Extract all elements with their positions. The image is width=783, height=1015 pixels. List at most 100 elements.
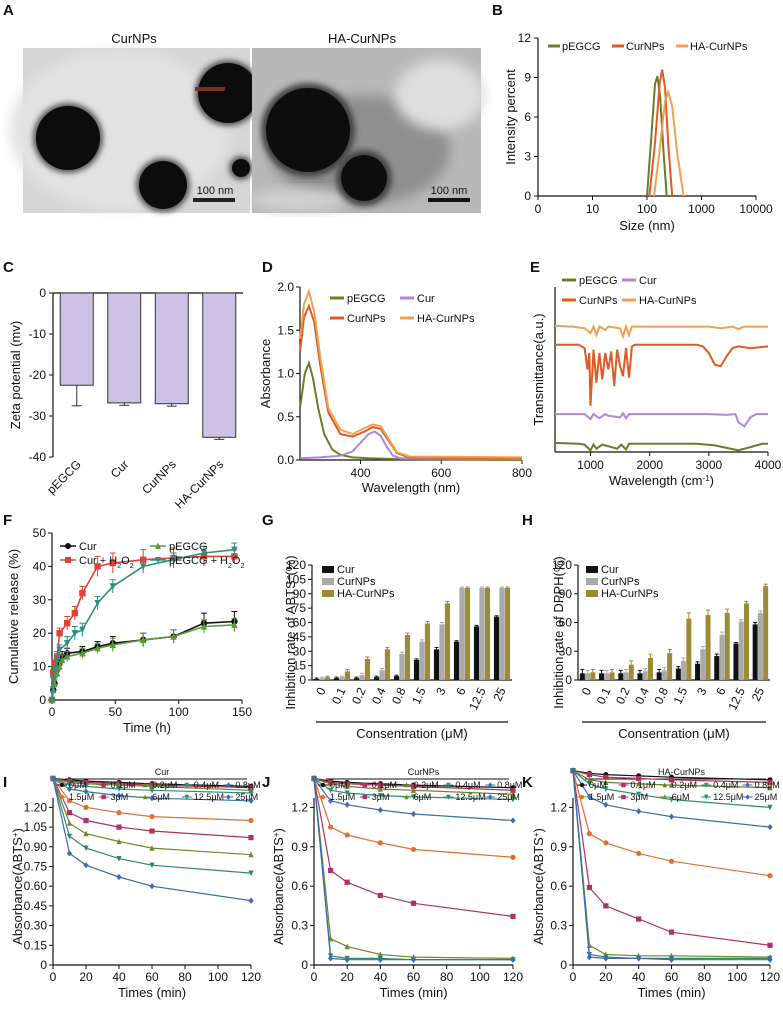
series-line-12.5μM (52, 778, 252, 874)
y-tick-label: 0.60 (24, 879, 48, 893)
bar-HA-CurNPs-0.1 (609, 672, 615, 680)
data-point (603, 955, 609, 962)
legend-marker (446, 782, 451, 788)
legend-label: 0μM (69, 780, 87, 790)
data-point (149, 845, 155, 851)
series-line-0μM (572, 770, 771, 781)
y-tick-label: 0 (301, 958, 308, 972)
scale-bar-label-left: 100 nm (197, 185, 234, 197)
legend-marker (704, 794, 709, 800)
series-line-0.8μM (52, 777, 252, 802)
legend-marker (662, 794, 667, 800)
series-line-HA-CurNPs (554, 323, 768, 340)
y-tick-label: 0.3 (291, 919, 308, 933)
legend-label: HA-CurNPs (690, 41, 748, 53)
panel-k: HA-CurNPs 0 20 40 60 80 100 120 0 0.3 0.6 0.9 1.2 Tim… (531, 767, 780, 1000)
y-tick-label: 0.0 (277, 453, 294, 467)
bar-CurNPs-1.5 (419, 641, 425, 680)
series-line-1.5μM (313, 778, 514, 858)
data-point (636, 916, 642, 922)
bar-HA-CurNPs-3 (705, 614, 711, 680)
bar-CurNPs-0.4 (642, 671, 648, 680)
label-part: O (121, 555, 130, 567)
data-point (767, 784, 773, 791)
x-tick-label: 100 (727, 970, 747, 984)
legend-label: 0μM (589, 780, 607, 790)
bar-HA-CurNPs (202, 292, 237, 438)
series-line-3μM (52, 778, 252, 839)
y-axis-title: Transmittance(a.u.) (531, 313, 546, 425)
data-point (377, 840, 383, 846)
legend-label: pEGCG (347, 293, 386, 305)
scale-bar-right (428, 198, 470, 202)
data-point (767, 779, 773, 786)
data-point (200, 549, 208, 557)
bar-Cur-25 (752, 624, 758, 680)
bar-CurNPs-12.5 (479, 588, 485, 680)
legend-label: 0μM (330, 780, 348, 790)
data-point (83, 783, 89, 790)
y-tick-label: 2.0 (277, 280, 294, 294)
data-point (79, 626, 86, 634)
y-tick-label: 90 (293, 587, 307, 601)
series-line-CurNPs (299, 303, 523, 460)
x-tick-label: 0.1 (329, 685, 349, 706)
data-point (377, 806, 383, 814)
data-point (377, 956, 383, 963)
legend-marker (320, 794, 326, 800)
y-tick-label: 0 (39, 693, 46, 707)
y-axis-title: Inhibition rate of ABTS+(%) (283, 555, 298, 709)
legend-marker (184, 782, 189, 788)
legend-swatch (322, 578, 334, 585)
data-point (64, 640, 71, 647)
data-point (377, 782, 383, 788)
y-tick-label: 50 (33, 526, 47, 540)
y-tick-label: 1.2 (291, 800, 308, 814)
x-tick-label: 40 (112, 970, 126, 984)
y-tick-label: 0 (40, 958, 47, 972)
panel-b: 0 10 100 1000 10000 0 3 6 9 12 Size (nm) Intensity … (503, 31, 773, 233)
y-tick-label: 120 (552, 558, 572, 572)
series-line-pEGCG (646, 75, 668, 197)
data-point (66, 785, 73, 793)
y-tick-label: 120 (286, 558, 306, 572)
data-point (586, 793, 593, 800)
label-part: 2 (117, 563, 121, 570)
data-point (510, 817, 516, 824)
x-tick-label: 3000 (695, 458, 722, 472)
legend-swatch (586, 578, 598, 585)
label-part: -1 (702, 474, 710, 483)
legend-marker (621, 782, 626, 788)
data-point (48, 696, 56, 704)
y-tick-label: 1.0 (277, 367, 294, 381)
x-tick-label: 150 (232, 705, 252, 719)
y-tick-label: 0 (565, 673, 572, 687)
x-tick-label: 20 (340, 970, 354, 984)
panel-label-E: E (530, 259, 540, 276)
panel-label-G: G (262, 512, 274, 529)
x-tick-label: 400 (351, 466, 371, 480)
data-point (767, 942, 773, 948)
bar-CurNPs-1.5 (681, 660, 687, 680)
nanoparticle (341, 155, 387, 201)
legend-marker (745, 794, 750, 800)
series-line-3μM (313, 778, 514, 917)
x-tick-label: 0 (535, 202, 542, 216)
series-line-6μM (313, 778, 514, 959)
legend-label: HA-CurNPs (639, 295, 697, 307)
legend-label: 0.8μM (235, 780, 260, 790)
legend-label: 25μM (497, 792, 520, 802)
bar-Cur-0.1 (599, 673, 605, 680)
bar-Cur-6 (453, 641, 460, 680)
bar-Cur-0 (579, 673, 585, 680)
y-axis-title: Inhibition rate of DPPH(%) (551, 556, 566, 708)
bar-CurNPs-0.4 (379, 670, 385, 680)
legend-marker (101, 794, 106, 800)
x-tick-label: 120 (503, 970, 523, 984)
bar-Cur-25 (493, 616, 500, 680)
data-point (327, 955, 334, 962)
data-point (83, 845, 89, 852)
legend-marker (488, 794, 493, 800)
x-tick-label: 12.5 (725, 685, 748, 712)
